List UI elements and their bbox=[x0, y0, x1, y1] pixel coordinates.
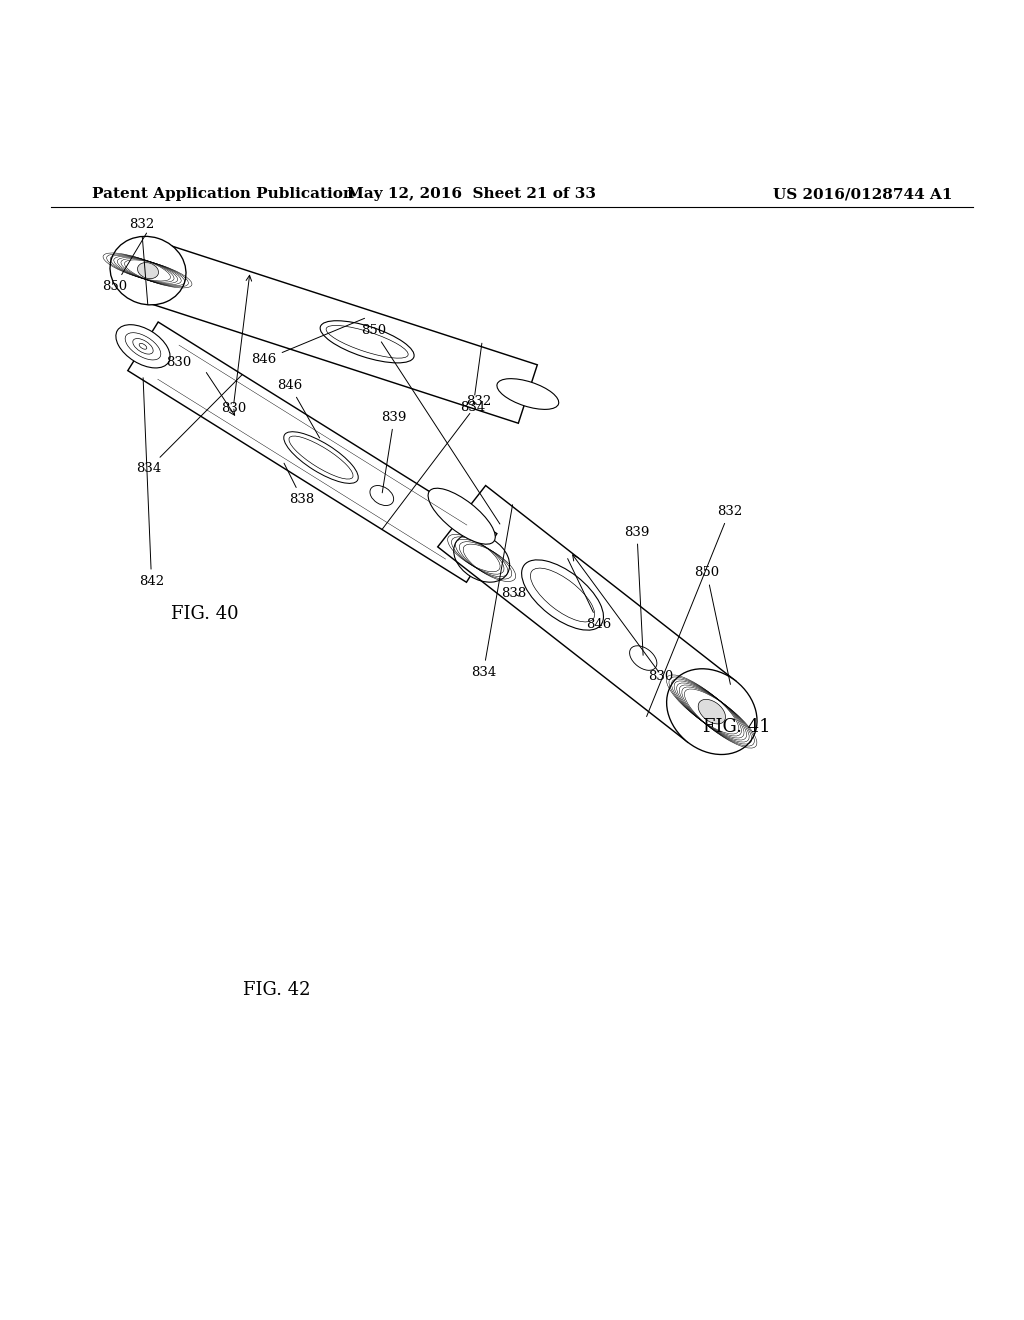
Text: 838: 838 bbox=[502, 587, 526, 599]
Text: 834: 834 bbox=[471, 504, 513, 678]
Text: May 12, 2016  Sheet 21 of 33: May 12, 2016 Sheet 21 of 33 bbox=[346, 187, 596, 201]
Text: 832: 832 bbox=[382, 396, 492, 529]
Text: 834: 834 bbox=[136, 375, 243, 475]
Text: 832: 832 bbox=[129, 218, 154, 305]
Ellipse shape bbox=[454, 533, 510, 582]
Text: 830: 830 bbox=[648, 671, 673, 684]
Ellipse shape bbox=[137, 263, 159, 279]
Text: 832: 832 bbox=[646, 506, 742, 717]
Text: 850: 850 bbox=[102, 234, 146, 293]
Ellipse shape bbox=[667, 669, 757, 755]
Text: 850: 850 bbox=[361, 323, 500, 524]
Text: 842: 842 bbox=[139, 378, 164, 587]
Text: 830: 830 bbox=[221, 403, 246, 416]
Text: 838: 838 bbox=[284, 463, 314, 506]
Text: 830: 830 bbox=[167, 356, 191, 370]
Text: 846: 846 bbox=[252, 318, 365, 367]
Text: 846: 846 bbox=[278, 379, 319, 438]
Text: 839: 839 bbox=[625, 525, 649, 655]
Ellipse shape bbox=[630, 645, 656, 671]
Ellipse shape bbox=[370, 486, 393, 506]
Ellipse shape bbox=[110, 236, 186, 305]
Text: 839: 839 bbox=[382, 411, 407, 492]
Ellipse shape bbox=[698, 700, 725, 723]
Text: US 2016/0128744 A1: US 2016/0128744 A1 bbox=[773, 187, 952, 201]
Text: FIG. 40: FIG. 40 bbox=[171, 605, 239, 623]
Ellipse shape bbox=[428, 488, 496, 544]
Text: 846: 846 bbox=[567, 558, 611, 631]
Text: Patent Application Publication: Patent Application Publication bbox=[92, 187, 354, 201]
Text: FIG. 41: FIG. 41 bbox=[703, 718, 771, 735]
Text: 834: 834 bbox=[461, 343, 485, 413]
Text: 850: 850 bbox=[694, 566, 730, 684]
Ellipse shape bbox=[497, 379, 559, 409]
Text: FIG. 42: FIG. 42 bbox=[243, 981, 310, 999]
Ellipse shape bbox=[116, 325, 170, 368]
